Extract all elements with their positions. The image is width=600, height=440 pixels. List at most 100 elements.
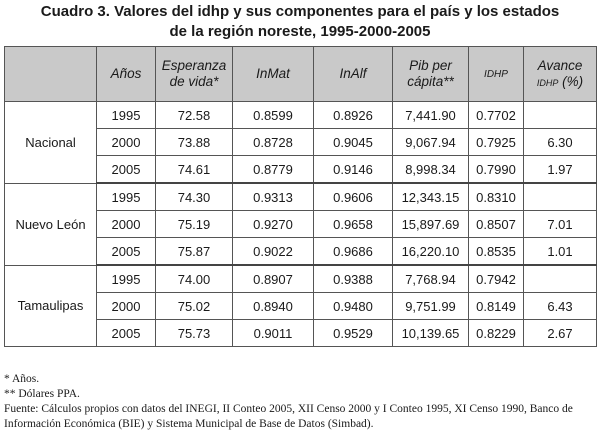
title-line-1: Cuadro 3. Valores del idhp y sus compone… bbox=[40, 3, 560, 20]
table-row: 2000 75.02 0.8940 0.9480 9,751.99 0.8149… bbox=[5, 292, 597, 320]
cell-esperanza: 75.19 bbox=[155, 210, 233, 238]
cell-inmat: 0.8728 bbox=[232, 128, 314, 156]
cell-esperanza: 74.30 bbox=[155, 182, 233, 211]
header-pib-l1: Pib per bbox=[409, 58, 452, 73]
header-avance-l2: IDHP (%) bbox=[524, 74, 596, 91]
data-table: Años Esperanza de vida* InMat InAlf Pib … bbox=[4, 46, 597, 347]
header-idhp-label: IDHP bbox=[484, 69, 508, 80]
cell-anio: 2000 bbox=[96, 292, 156, 320]
cell-idhp: 0.7942 bbox=[468, 264, 524, 293]
cell-inmat: 0.9022 bbox=[232, 237, 314, 266]
cell-inalf: 0.9146 bbox=[313, 155, 393, 184]
table-row: 2000 75.19 0.9270 0.9658 15,897.69 0.850… bbox=[5, 210, 597, 238]
cell-pib: 7,768.94 bbox=[392, 264, 469, 293]
table-row: 2005 75.87 0.9022 0.9686 16,220.10 0.853… bbox=[5, 237, 597, 266]
table-row: 2000 73.88 0.8728 0.9045 9,067.94 0.7925… bbox=[5, 128, 597, 156]
cell-esperanza: 74.00 bbox=[155, 264, 233, 293]
cell-inmat: 0.8907 bbox=[232, 264, 314, 293]
cell-pib: 9,751.99 bbox=[392, 292, 469, 320]
cell-pib: 7,441.90 bbox=[392, 101, 469, 129]
header-inalf: InAlf bbox=[313, 46, 393, 102]
cell-inmat: 0.9313 bbox=[232, 182, 314, 211]
header-blank bbox=[4, 46, 97, 102]
cell-inalf: 0.9388 bbox=[313, 264, 393, 293]
cell-anio: 2005 bbox=[96, 319, 156, 347]
cell-pib: 10,139.65 bbox=[392, 319, 469, 347]
cell-inalf: 0.8926 bbox=[313, 101, 393, 129]
cell-avance bbox=[523, 264, 597, 293]
cell-inalf: 0.9686 bbox=[313, 237, 393, 266]
header-avance-pct: (%) bbox=[562, 73, 584, 89]
cell-idhp: 0.7702 bbox=[468, 101, 524, 129]
cell-esperanza: 75.02 bbox=[155, 292, 233, 320]
cell-idhp: 0.7990 bbox=[468, 155, 524, 184]
table-row: 2005 74.61 0.8779 0.9146 8,998.34 0.7990… bbox=[5, 155, 597, 184]
cell-idhp: 0.8229 bbox=[468, 319, 524, 347]
cell-avance: 6.43 bbox=[523, 292, 597, 320]
cell-avance: 1.01 bbox=[523, 237, 597, 266]
header-row: Años Esperanza de vida* InMat InAlf Pib … bbox=[4, 46, 597, 102]
cell-inmat: 0.8599 bbox=[232, 101, 314, 129]
header-inmat: InMat bbox=[232, 46, 314, 102]
cell-pib: 9,067.94 bbox=[392, 128, 469, 156]
table-title: Cuadro 3. Valores del idhp y sus compone… bbox=[0, 2, 600, 42]
cell-idhp: 0.8507 bbox=[468, 210, 524, 238]
cell-esperanza: 72.58 bbox=[155, 101, 233, 129]
cell-inalf: 0.9045 bbox=[313, 128, 393, 156]
header-esperanza-l2: de vida* bbox=[169, 74, 219, 89]
footnote-source: Fuente: Cálculos propios con datos del I… bbox=[4, 403, 573, 430]
table-row: Tamaulipas 1995 74.00 0.8907 0.9388 7,76… bbox=[4, 264, 597, 347]
cell-anio: 1995 bbox=[96, 101, 156, 129]
header-anos: Años bbox=[96, 46, 156, 102]
cell-avance bbox=[523, 182, 597, 211]
header-idhp: IDHP bbox=[468, 46, 524, 102]
cell-esperanza: 73.88 bbox=[155, 128, 233, 156]
cell-inmat: 0.9011 bbox=[232, 319, 314, 347]
header-avance-idhp: IDHP bbox=[536, 77, 559, 88]
header-avance-l1: Avance bbox=[537, 57, 583, 73]
cell-avance: 7.01 bbox=[523, 210, 597, 238]
cell-esperanza: 75.73 bbox=[155, 319, 233, 347]
cell-avance: 1.97 bbox=[523, 155, 597, 184]
cell-anio: 1995 bbox=[96, 182, 156, 211]
cell-anio: 2005 bbox=[96, 155, 156, 184]
cell-avance bbox=[523, 101, 597, 129]
cell-idhp: 0.8310 bbox=[468, 182, 524, 211]
region-nacional: Nacional bbox=[4, 101, 97, 184]
cell-inmat: 0.8940 bbox=[232, 292, 314, 320]
cell-esperanza: 74.61 bbox=[155, 155, 233, 184]
header-pib-l2: cápita** bbox=[407, 74, 454, 89]
header-esperanza: Esperanza de vida* bbox=[155, 46, 233, 102]
header-esperanza-l1: Esperanza bbox=[161, 58, 227, 73]
cell-inalf: 0.9529 bbox=[313, 319, 393, 347]
cell-anio: 1995 bbox=[96, 264, 156, 293]
cell-avance: 2.67 bbox=[523, 319, 597, 347]
cell-anio: 2005 bbox=[96, 237, 156, 266]
header-avance: Avance IDHP (%) bbox=[523, 46, 597, 102]
cell-inalf: 0.9480 bbox=[313, 292, 393, 320]
cell-esperanza: 75.87 bbox=[155, 237, 233, 266]
cell-pib: 12,343.15 bbox=[392, 182, 469, 211]
cell-idhp: 0.7925 bbox=[468, 128, 524, 156]
header-pib: Pib per cápita** bbox=[392, 46, 469, 102]
cell-idhp: 0.8535 bbox=[468, 237, 524, 266]
cell-idhp: 0.8149 bbox=[468, 292, 524, 320]
cell-inmat: 0.9270 bbox=[232, 210, 314, 238]
cell-avance: 6.30 bbox=[523, 128, 597, 156]
cell-pib: 16,220.10 bbox=[392, 237, 469, 266]
cell-pib: 15,897.69 bbox=[392, 210, 469, 238]
cell-inalf: 0.9658 bbox=[313, 210, 393, 238]
footnotes: * Años. ** Dólares PPA. Fuente: Cálculos… bbox=[4, 372, 598, 432]
title-line-2: de la región noreste, 1995-2000-2005 bbox=[169, 23, 431, 40]
region-tamaulipas: Tamaulipas bbox=[4, 264, 97, 347]
footnote-dolares: ** Dólares PPA. bbox=[4, 388, 80, 400]
table-row: Nuevo León 1995 74.30 0.9313 0.9606 12,3… bbox=[4, 182, 597, 266]
cell-inmat: 0.8779 bbox=[232, 155, 314, 184]
cell-pib: 8,998.34 bbox=[392, 155, 469, 184]
cell-inalf: 0.9606 bbox=[313, 182, 393, 211]
table-row: Nacional 1995 72.58 0.8599 0.8926 7,441.… bbox=[4, 101, 597, 184]
footnote-anos: * Años. bbox=[4, 373, 40, 385]
cell-anio: 2000 bbox=[96, 128, 156, 156]
table-row: 2005 75.73 0.9011 0.9529 10,139.65 0.822… bbox=[5, 319, 597, 347]
cell-anio: 2000 bbox=[96, 210, 156, 238]
